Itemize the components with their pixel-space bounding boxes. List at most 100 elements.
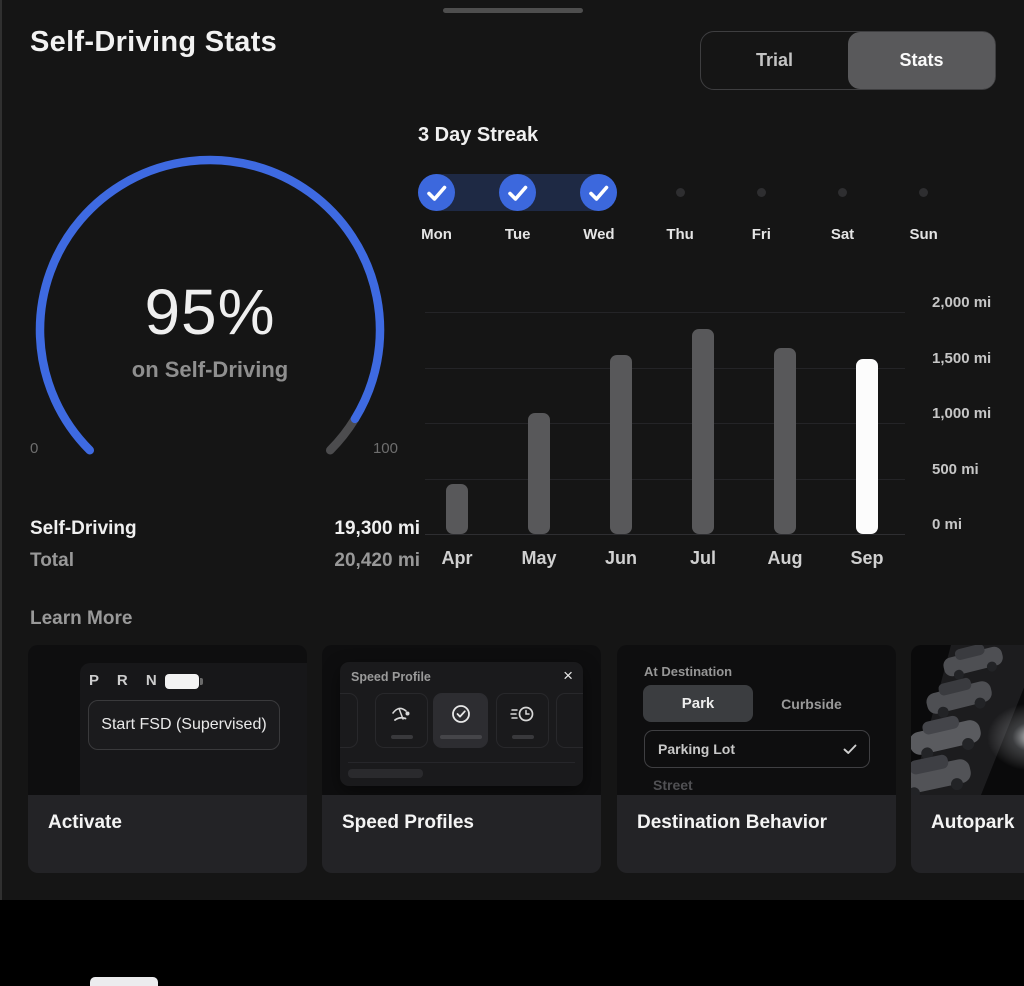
day-label: Sun [909, 226, 938, 243]
gauge-percent: 95% [144, 276, 276, 348]
gauge-arc [35, 155, 385, 455]
destination-behavior-preview: At Destination Park Curbside Parking Lot… [617, 645, 896, 795]
tile-caption-placeholder [390, 735, 413, 739]
gridline [425, 367, 905, 369]
day-dot-marker [662, 174, 699, 211]
battery-indicator-icon [165, 674, 203, 689]
day-dot [756, 188, 766, 197]
check-badge-icon [451, 705, 470, 723]
x-axis-label: Sep [850, 548, 884, 568]
segment-park: Park [643, 685, 753, 722]
x-axis-label: Aug [767, 548, 803, 568]
bar-jun [610, 355, 632, 534]
card-labelbar: Activate [28, 795, 307, 873]
day-dot [919, 188, 929, 197]
gauge-caption: on Self-Driving [131, 357, 289, 382]
y-axis-label: 0 mi [932, 516, 963, 533]
day-dot-marker [824, 174, 861, 211]
card-labelbar: Autopark [911, 795, 1024, 873]
check-icon [589, 185, 609, 201]
streak-title: 3 Day Streak [418, 124, 539, 146]
tab-trial[interactable]: Trial [755, 50, 794, 70]
gear-selector-panel: P R N D Start FSD (Supervised) [80, 663, 307, 795]
card-label: Destination Behavior [637, 812, 828, 833]
day-checked-marker [499, 174, 537, 211]
taskbar [0, 900, 1024, 986]
y-axis-label: 500 mi [932, 460, 979, 478]
y-axis-label: 2,000 mi [932, 294, 992, 311]
stat-label-self-driving: Self-Driving [30, 518, 137, 539]
autopark-preview [911, 645, 1024, 795]
day-checked-marker [418, 174, 455, 211]
check-icon [508, 185, 528, 201]
gauge-max-label: 100 [372, 440, 398, 457]
chart-x-labels: Apr May Jun Jul Aug Sep [425, 548, 905, 572]
day-checked-marker [580, 174, 618, 211]
learn-more-title: Learn More [30, 608, 133, 629]
streak-days: Mon Tue Wed Thu Fri Sat Sun [418, 174, 948, 266]
day-dot-marker [743, 174, 780, 211]
day-label: Sat [830, 226, 855, 243]
dialog-divider [348, 762, 575, 763]
parking-lot-option: Parking Lot [644, 730, 870, 768]
check-icon [843, 744, 857, 754]
card-speed-profiles[interactable]: Speed Profile × [322, 645, 601, 873]
profile-tile-standard-selected [433, 693, 488, 748]
day-dot-marker [905, 174, 942, 211]
screen-edge-divider [0, 0, 2, 986]
speed-profile-dialog: Speed Profile × [340, 662, 583, 786]
day-dot [675, 188, 685, 197]
bar-sep [856, 359, 878, 534]
x-axis-label: Apr [441, 548, 473, 568]
gridline [425, 478, 905, 480]
dialog-text-placeholder [348, 769, 423, 778]
profile-tile-partial-right [556, 693, 583, 748]
card-activate[interactable]: P R N D Start FSD (Supervised) Activate [28, 645, 307, 873]
x-axis-label: May [521, 548, 557, 568]
gridline [425, 423, 905, 424]
chill-icon [391, 707, 409, 721]
x-axis-label: Jul [689, 548, 716, 568]
tile-caption-placeholder [439, 735, 482, 739]
card-label: Activate [48, 812, 122, 833]
profile-tile-hurry [496, 693, 549, 748]
y-axis-label: 1,500 mi [932, 349, 992, 367]
profile-tile-chill [375, 693, 428, 748]
day-label: Thu [666, 226, 694, 243]
day-label: Mon [421, 226, 452, 243]
gridline [425, 312, 905, 313]
card-labelbar: Destination Behavior [617, 795, 896, 873]
trial-stats-toggle: Trial Stats [700, 31, 996, 90]
day-label: Tue [504, 226, 531, 243]
bar-may [528, 413, 550, 534]
stat-value-self-driving: 19,300 mi [334, 518, 420, 539]
hurry-icon [509, 706, 533, 722]
at-destination-label: At Destination [644, 664, 733, 679]
dialog-title: Speed Profile [351, 670, 431, 684]
x-axis-label: Jun [604, 548, 637, 568]
bar-apr [446, 484, 468, 534]
bottom-sheet-peek[interactable] [90, 977, 158, 986]
drag-handle[interactable] [443, 8, 583, 13]
gear-selector-labels: P R N D [89, 672, 193, 689]
card-destination-behavior[interactable]: At Destination Park Curbside Parking Lot… [617, 645, 896, 873]
check-icon [427, 185, 447, 201]
gauge-min-label: 0 [30, 440, 39, 457]
option-value: Parking Lot [658, 741, 736, 757]
bar-jul [692, 328, 714, 534]
stat-value-total: 20,420 mi [334, 550, 420, 571]
tab-stats[interactable]: Stats [848, 32, 995, 89]
bar-aug [774, 347, 796, 534]
learn-more-cards: P R N D Start FSD (Supervised) Activate … [28, 645, 1024, 873]
self-driving-gauge: 95% on Self-Driving 0 100 [28, 148, 398, 512]
speed-profiles-preview: Speed Profile × [322, 645, 601, 795]
y-axis-label: 1,000 mi [932, 405, 992, 422]
destination-segmented-control: Park Curbside [643, 685, 870, 722]
day-label: Fri [751, 226, 771, 243]
bar-chart-plot [425, 312, 905, 535]
card-autopark[interactable]: Autopark [911, 645, 1024, 873]
profile-tile-partial-left [340, 693, 358, 748]
card-label: Speed Profiles [342, 812, 474, 833]
card-labelbar: Speed Profiles [322, 795, 601, 873]
